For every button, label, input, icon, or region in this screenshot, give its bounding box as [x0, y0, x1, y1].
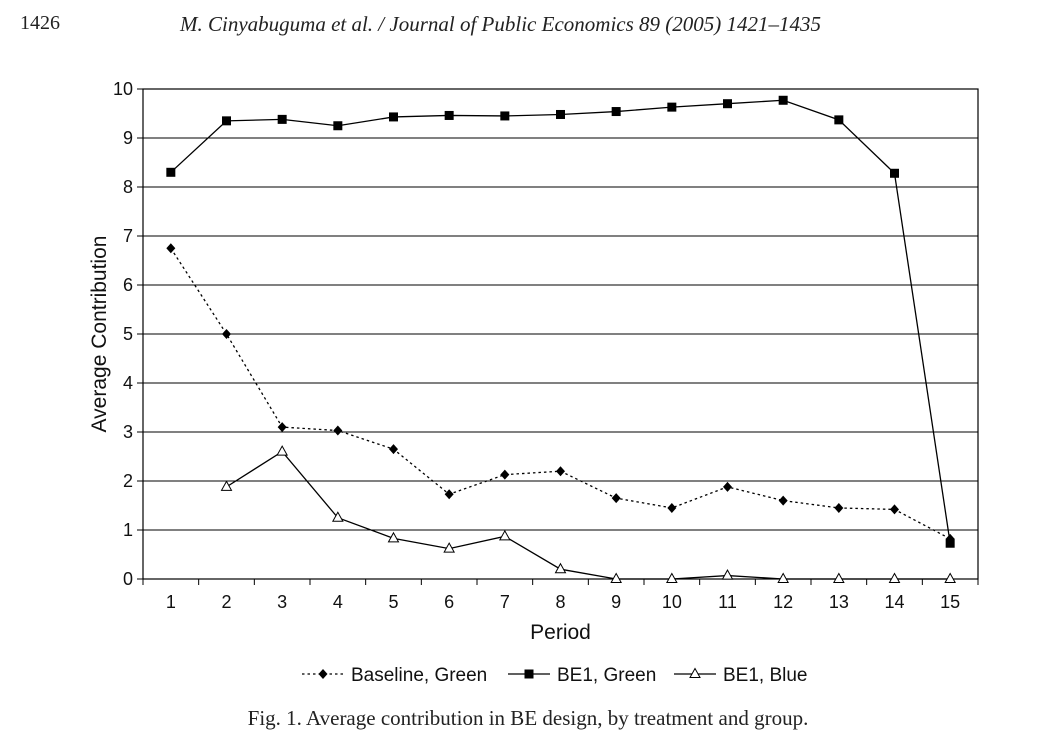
data-point-baseline-green — [611, 493, 621, 504]
y-tick-label: 7 — [123, 226, 133, 246]
data-point-be1-blue — [610, 572, 623, 583]
x-tick-label: 14 — [884, 592, 904, 612]
y-tick-label: 3 — [123, 422, 133, 442]
y-axis-label: Average Contribution — [88, 236, 111, 433]
legend-marker-baseline-green — [318, 669, 328, 679]
data-point-baseline-green — [667, 502, 677, 513]
x-tick-label: 1 — [166, 592, 176, 612]
x-tick-label: 12 — [773, 592, 793, 612]
data-point-be1-blue — [220, 480, 233, 491]
x-tick-label: 8 — [555, 592, 565, 612]
y-tick-label: 1 — [123, 520, 133, 540]
x-tick-label: 10 — [662, 592, 682, 612]
data-point-baseline-green — [890, 504, 899, 515]
data-point-baseline-green — [444, 489, 454, 500]
legend-marker-be1-green — [524, 669, 534, 679]
series-be1-green — [166, 95, 955, 548]
data-point-baseline-green — [778, 495, 788, 506]
x-tick-label: 6 — [444, 592, 454, 612]
gridlines — [143, 137, 978, 531]
data-point-be1-green — [277, 114, 287, 124]
running-header: M. Cinyabuguma et al. / Journal of Publi… — [180, 12, 822, 36]
data-point-be1-green — [778, 95, 788, 105]
legend-label-be1-green: BE1, Green — [557, 665, 656, 686]
data-point-be1-blue — [498, 529, 511, 541]
x-tick-label: 9 — [611, 592, 621, 612]
data-point-be1-blue — [554, 562, 567, 574]
x-tick-label: 15 — [940, 592, 960, 612]
data-point-be1-blue — [721, 569, 734, 580]
data-point-be1-blue — [387, 531, 400, 543]
data-point-baseline-green — [277, 422, 287, 433]
x-tick-label: 5 — [388, 592, 398, 612]
x-tick-label: 13 — [829, 592, 849, 612]
x-tick-label: 11 — [718, 592, 737, 612]
y-tick-label: 10 — [113, 79, 133, 99]
y-tick-label: 2 — [123, 471, 133, 491]
x-tick-label: 4 — [333, 592, 343, 612]
y-tick-label: 9 — [123, 128, 133, 148]
legend-label-baseline-green: Baseline, Green — [351, 665, 487, 686]
series-line-be1-blue — [226, 450, 951, 580]
data-point-be1-green — [667, 102, 677, 112]
series-line-be1-green — [170, 99, 951, 544]
data-point-be1-green — [890, 168, 899, 178]
legend-marker-be1-blue — [689, 667, 701, 678]
data-point-baseline-green — [556, 466, 565, 477]
data-point-baseline-green — [333, 425, 343, 436]
data-point-baseline-green — [222, 329, 231, 339]
data-point-baseline-green — [500, 469, 510, 480]
series-be1-blue — [220, 445, 957, 583]
data-point-be1-green — [723, 99, 732, 109]
data-point-be1-green — [500, 111, 510, 121]
figure-caption: Fig. 1. Average contribution in BE desig… — [247, 706, 809, 730]
legend: Baseline, Green BE1, Green BE1, Blue — [302, 665, 808, 686]
x-axis-label: Period — [530, 621, 591, 644]
data-point-be1-green — [556, 109, 565, 119]
data-point-baseline-green — [166, 243, 176, 254]
y-tick-label: 0 — [123, 569, 133, 589]
page-number: 1426 — [20, 12, 60, 34]
data-point-be1-blue — [443, 542, 456, 553]
data-point-be1-blue — [777, 572, 790, 583]
data-point-be1-blue — [276, 445, 289, 456]
data-point-be1-green — [333, 121, 343, 131]
y-tick-label: 6 — [123, 275, 133, 295]
data-point-baseline-green — [834, 502, 844, 513]
data-point-be1-green — [611, 107, 621, 117]
data-point-be1-green — [222, 116, 231, 126]
data-point-be1-blue — [944, 572, 957, 583]
y-tick-label: 4 — [123, 373, 133, 393]
data-point-be1-blue — [331, 511, 344, 522]
data-point-baseline-green — [389, 444, 398, 455]
x-tick-label: 3 — [277, 592, 287, 612]
data-point-be1-green — [389, 112, 398, 122]
series-group — [166, 95, 957, 583]
y-tick-label: 5 — [123, 324, 133, 344]
x-tick-label: 2 — [221, 592, 231, 612]
series-line-baseline-green — [170, 247, 951, 540]
data-point-be1-green — [945, 538, 955, 548]
y-tick-label: 8 — [123, 177, 133, 197]
data-point-be1-green — [166, 167, 176, 177]
data-point-be1-blue — [832, 572, 845, 583]
data-point-be1-blue — [665, 572, 678, 583]
data-point-be1-green — [444, 110, 454, 120]
series-baseline-green — [166, 243, 955, 544]
x-tick-label: 7 — [500, 592, 510, 612]
legend-label-be1-blue: BE1, Blue — [723, 665, 808, 686]
data-point-be1-blue — [888, 572, 901, 583]
data-point-be1-green — [834, 115, 844, 125]
data-point-baseline-green — [723, 481, 732, 492]
